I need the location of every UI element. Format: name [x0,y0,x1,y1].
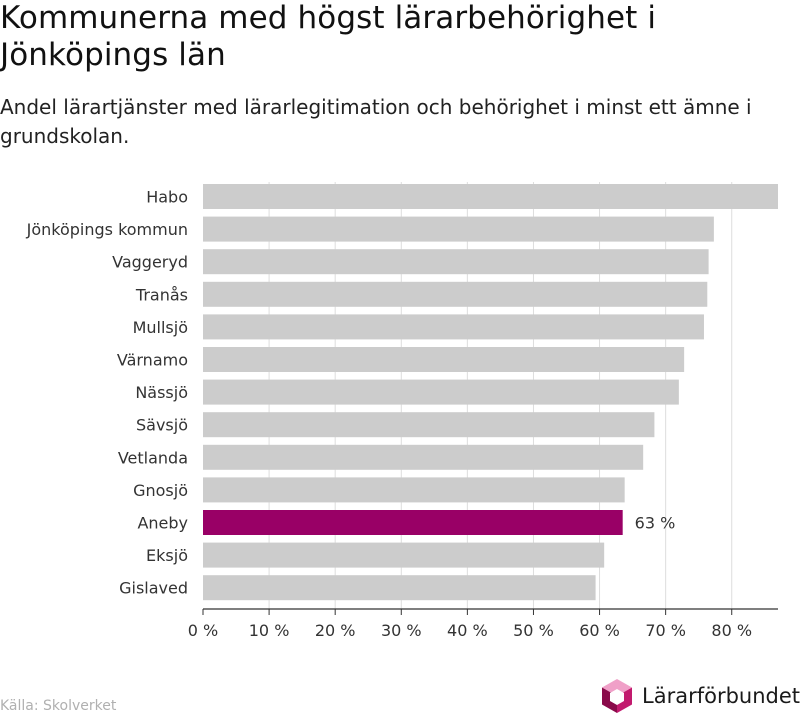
category-label: Nässjö [135,383,188,402]
category-label: Gnosjö [133,481,188,500]
chart-subtitle: Andel lärartjänster med lärarlegitimatio… [0,95,752,148]
x-tick-label: 20 % [315,621,356,640]
logo-text: Lärarförbundet [642,684,800,708]
bar-0 [203,184,778,209]
category-label: Aneby [137,514,188,533]
x-axis-ticks: 0 % 10 % 20 % 30 % 40 % 50 % 60 % 70 % 80 % [188,609,752,640]
category-label: Sävsjö [136,416,188,435]
chart-title: Kommunerna med högst lärarbehörighet i J… [0,0,657,73]
bar-11 [203,542,605,568]
bar-4 [203,314,704,340]
bar-10 [203,510,623,535]
data-label: 63 % [635,514,676,533]
category-label: Tranås [135,285,188,304]
data-labels: 63 % [635,514,676,533]
lararforbundet-logo-icon [602,679,632,713]
bar-chart: Habo Jönköpings kommun Vaggeryd Tranås Mulls… [26,182,778,640]
bar-1 [203,216,714,242]
x-tick-label: 40 % [447,621,488,640]
bar-6 [203,379,679,405]
category-label: Jönköpings kommun [26,220,188,239]
x-tick-label: 60 % [579,621,620,640]
bar-9 [203,477,625,503]
x-tick-label: 30 % [381,621,422,640]
brand-logo: Lärarförbundet [600,676,800,716]
category-label: Eksjö [146,546,188,565]
x-tick-label: 80 % [711,621,752,640]
x-tick-label: 10 % [249,621,290,640]
bar-5 [203,347,685,372]
bar-7 [203,412,655,438]
category-label: Habo [146,188,188,207]
category-label: Värnamo [117,351,188,370]
bars [203,184,778,601]
bar-2 [203,249,709,275]
category-label: Vaggeryd [112,253,188,272]
bar-8 [203,444,644,470]
category-label: Mullsjö [133,318,188,337]
x-tick-label: 50 % [513,621,554,640]
category-label: Gislaved [119,579,188,598]
category-labels: Habo Jönköpings kommun Vaggeryd Tranås Mulls… [26,188,188,598]
x-tick-label: 70 % [645,621,686,640]
category-label: Vetlanda [118,448,188,467]
bar-3 [203,281,708,307]
x-tick-label: 0 % [188,621,218,640]
source-note: Källa: Skolverket [0,698,117,714]
bar-12 [203,575,596,601]
